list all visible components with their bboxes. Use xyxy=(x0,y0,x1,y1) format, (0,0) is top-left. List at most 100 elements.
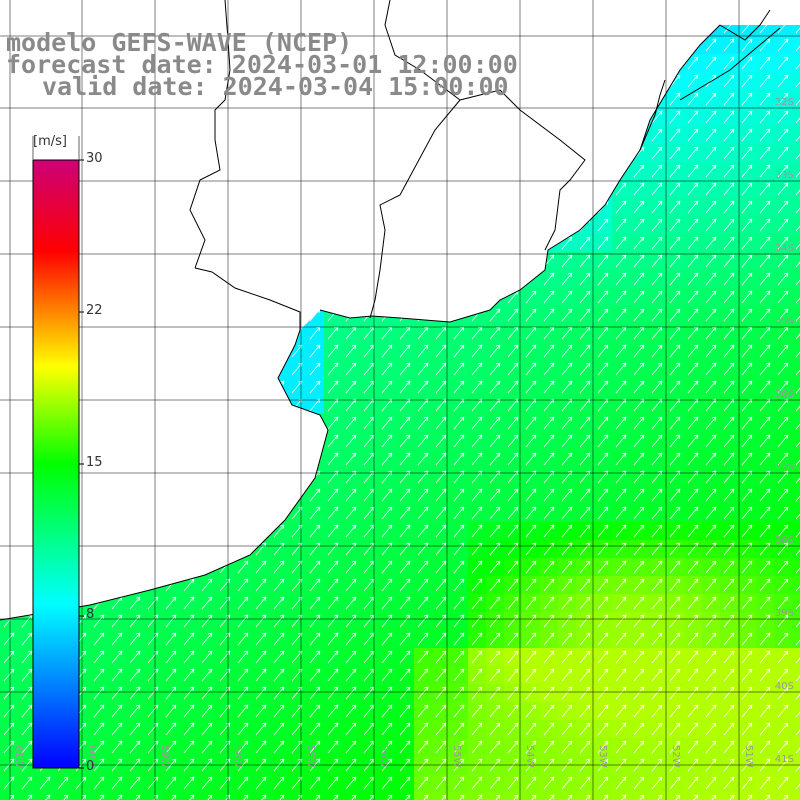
wind-cell xyxy=(486,270,505,289)
wind-cell xyxy=(360,144,379,163)
wind-arrow xyxy=(399,290,411,304)
wind-arrow xyxy=(93,542,105,556)
wind-cell xyxy=(162,360,181,379)
wind-cell xyxy=(432,288,451,307)
wind-arrow xyxy=(3,218,15,232)
wind-cell xyxy=(90,414,109,433)
wind-cell xyxy=(126,486,145,505)
wind-arrow xyxy=(183,218,195,232)
wind-cell xyxy=(0,270,19,289)
wind-arrow xyxy=(417,290,429,304)
wind-arrow xyxy=(93,200,105,214)
wind-cell xyxy=(288,288,307,307)
wind-arrow xyxy=(345,164,357,178)
wind-arrow xyxy=(687,182,699,196)
wind-cell xyxy=(594,108,613,127)
wind-arrow xyxy=(129,164,141,178)
wind-arrow xyxy=(219,164,231,178)
wind-cell xyxy=(0,162,19,181)
wind-arrow xyxy=(597,146,609,160)
wind-arrow xyxy=(795,56,800,70)
wind-cell xyxy=(504,234,523,253)
wind-cell xyxy=(252,396,271,415)
wind-arrow xyxy=(111,380,123,394)
wind-arrow xyxy=(201,380,213,394)
wind-cell xyxy=(234,378,253,397)
wind-cell xyxy=(792,342,800,361)
wind-arrow xyxy=(21,254,33,268)
wind-cell xyxy=(18,0,37,19)
wind-cell xyxy=(144,540,163,559)
wind-arrow xyxy=(561,25,573,34)
wind-arrow xyxy=(435,25,447,34)
wind-arrow xyxy=(273,434,285,448)
wind-cell xyxy=(378,180,397,199)
wind-arrow xyxy=(777,92,789,106)
wind-cell xyxy=(504,180,523,199)
wind-arrow xyxy=(165,218,177,232)
wind-arrow xyxy=(3,416,15,430)
wind-cell xyxy=(288,216,307,235)
wind-cell xyxy=(18,792,37,800)
wind-arrow xyxy=(255,452,267,466)
wind-arrow xyxy=(22,3,32,15)
wind-cell xyxy=(270,234,289,253)
wind-cell xyxy=(270,198,289,217)
wind-cell xyxy=(252,270,271,289)
wind-arrow xyxy=(795,74,800,88)
wind-arrow xyxy=(742,3,752,15)
wind-arrow xyxy=(309,290,321,304)
wind-arrow xyxy=(21,362,33,376)
wind-cell xyxy=(432,0,451,19)
wind-arrow xyxy=(237,488,249,502)
wind-cell xyxy=(486,216,505,235)
wind-cell xyxy=(108,180,127,199)
wind-cell xyxy=(558,792,577,800)
wind-cell xyxy=(108,504,127,523)
wind-arrow xyxy=(652,3,662,15)
wind-arrow xyxy=(795,25,800,34)
wind-arrow xyxy=(489,146,501,160)
wind-cell xyxy=(198,432,217,451)
wind-arrow xyxy=(399,128,411,142)
wind-arrow xyxy=(363,110,375,124)
wind-cell xyxy=(792,720,800,739)
wind-cell xyxy=(0,90,19,109)
wind-arrow xyxy=(346,3,356,15)
wind-cell xyxy=(0,0,19,19)
wind-arrow xyxy=(723,146,735,160)
wind-arrow xyxy=(598,3,608,15)
wind-arrow xyxy=(201,344,213,358)
wind-arrow xyxy=(471,218,483,232)
wind-cell xyxy=(792,468,800,487)
wind-cell xyxy=(252,414,271,433)
wind-cell xyxy=(108,558,127,577)
wind-cell xyxy=(468,144,487,163)
wind-arrow xyxy=(741,110,753,124)
wind-cell xyxy=(414,108,433,127)
latitude-label: 40S xyxy=(775,681,794,692)
wind-arrow xyxy=(291,434,303,448)
wind-arrow xyxy=(274,3,284,15)
wind-cell xyxy=(720,792,739,800)
wind-arrow xyxy=(75,110,87,124)
wind-arrow xyxy=(363,128,375,142)
wind-cell xyxy=(360,0,379,19)
wind-arrow xyxy=(111,236,123,250)
wind-cell xyxy=(342,0,361,19)
wind-arrow xyxy=(453,254,465,268)
wind-arrow xyxy=(129,182,141,196)
wind-cell xyxy=(522,72,541,91)
wind-arrow xyxy=(561,92,573,106)
wind-cell xyxy=(234,180,253,199)
wind-cell xyxy=(450,108,469,127)
wind-cell xyxy=(324,162,343,181)
wind-arrow xyxy=(129,146,141,160)
wind-cell xyxy=(144,216,163,235)
wind-arrow xyxy=(543,146,555,160)
wind-cell xyxy=(576,54,595,73)
wind-cell xyxy=(126,360,145,379)
wind-arrow xyxy=(201,506,213,520)
wind-arrow xyxy=(219,362,231,376)
